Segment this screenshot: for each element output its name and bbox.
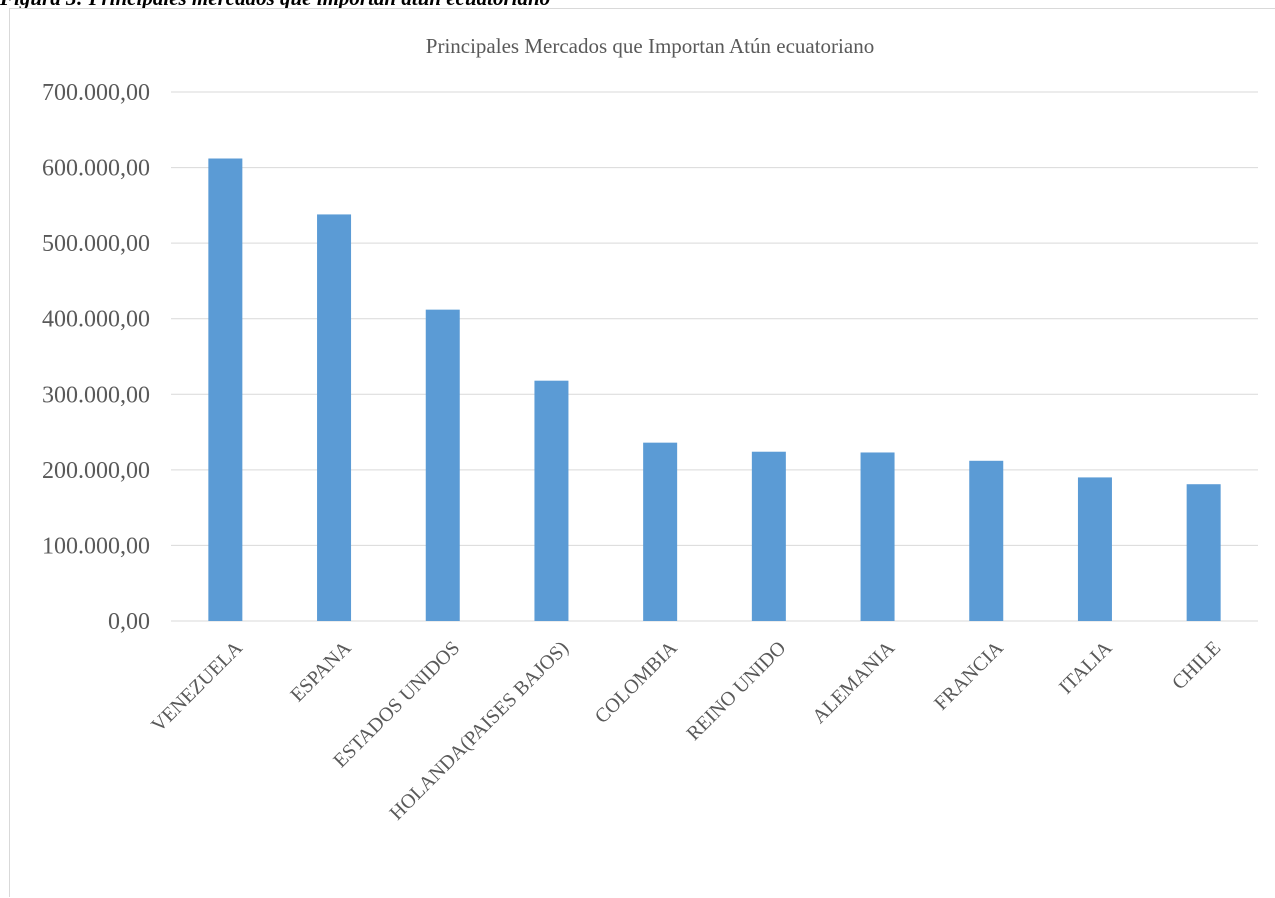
y-tick-label: 700.000,00 — [42, 80, 150, 106]
bar-francia — [969, 460, 1004, 621]
x-tick-label: ITALIA — [1055, 637, 1117, 699]
gridlines — [171, 91, 1258, 622]
bar-italia — [1077, 477, 1112, 621]
bar-reino-unido — [751, 451, 786, 621]
bar-venezuela — [208, 158, 243, 621]
bar-alemania — [860, 452, 895, 621]
bar-estados-unidos — [425, 309, 460, 621]
document-heading: Figura 3: Principales mercados que impor… — [0, 0, 1275, 10]
bar-espana — [317, 214, 352, 621]
chart-title: Principales Mercados que Importan Atún e… — [426, 34, 874, 58]
x-tick-label: REINO UNIDO — [683, 637, 791, 745]
x-tick-label: FRANCIA — [930, 637, 1008, 715]
y-tick-label: 100.000,00 — [42, 533, 150, 559]
chart-area: Principales Mercados que Importan Atún e… — [9, 8, 1275, 897]
x-tick-label: CHILE — [1168, 637, 1225, 694]
y-axis-tick-labels: 0,00 100.000,00 200.000,00 300.000,00 400.00… — [42, 80, 150, 635]
x-tick-label: ESPANA — [286, 637, 356, 707]
bar-colombia — [643, 442, 678, 621]
y-tick-label: 0,00 — [108, 609, 150, 635]
x-tick-label: ALEMANIA — [808, 637, 899, 728]
bar-holanda-paises-bajos — [534, 380, 569, 621]
y-tick-label: 500.000,00 — [42, 231, 150, 257]
bar-chile — [1186, 484, 1221, 621]
bar-chart: Principales Mercados que Importan Atún e… — [42, 34, 1258, 825]
x-tick-label: VENEZUELA — [147, 637, 247, 737]
x-tick-label: COLOMBIA — [591, 637, 682, 728]
y-tick-label: 200.000,00 — [42, 458, 150, 484]
y-tick-label: 600.000,00 — [42, 156, 150, 182]
bars — [208, 158, 1221, 621]
x-tick-label: HOLANDA(PAISES BAJOS) — [385, 637, 573, 825]
y-tick-label: 400.000,00 — [42, 307, 150, 333]
y-tick-label: 300.000,00 — [42, 382, 150, 408]
